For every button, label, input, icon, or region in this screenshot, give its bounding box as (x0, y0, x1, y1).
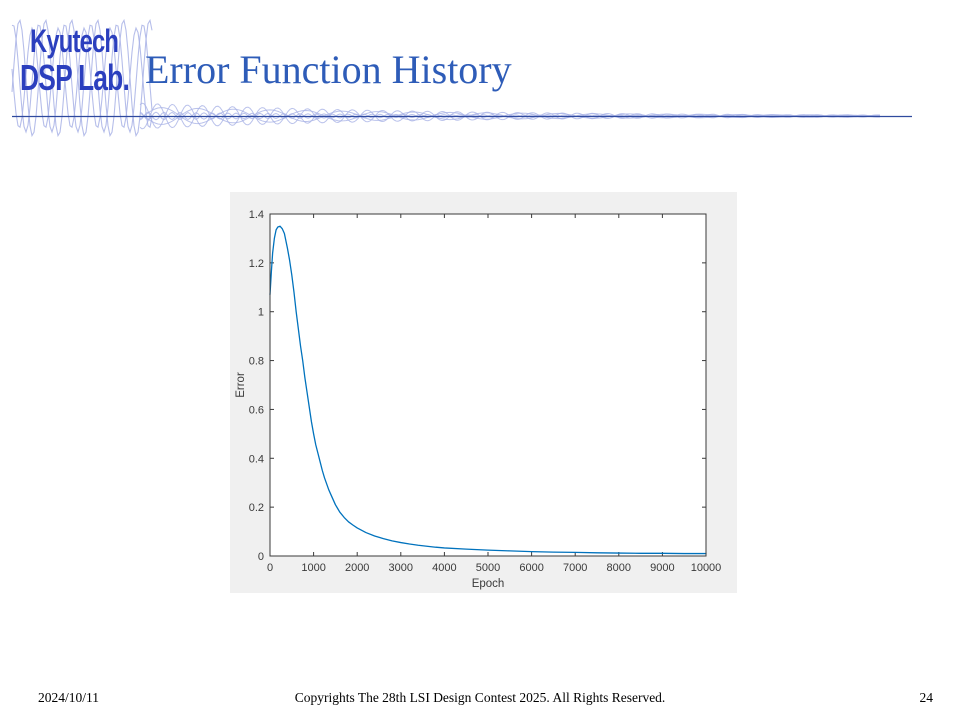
y-tick-label: 1.2 (249, 258, 264, 270)
y-tick-label: 0.8 (249, 356, 264, 368)
page-number: 24 (919, 690, 934, 705)
header-wave-decoration (11, 18, 912, 138)
footer-copyright: Copyrights The 28th LSI Design Contest 2… (294, 690, 666, 705)
logo-backdrop-wave (11, 18, 153, 138)
error-history-plot: 0 1000 2000 3000 4000 5000 6000 7000 8000 9000 100… (235, 209, 722, 590)
logo-line-dsp-lab: DSP Lab. (20, 56, 130, 98)
x-tick-label: 9000 (650, 562, 674, 574)
footer: 2024/10/11 Copyrights The 28th LSI Desig… (0, 688, 960, 712)
y-tick-label: 0.4 (249, 453, 264, 465)
error-curve (269, 225, 707, 555)
y-tick-label: 1 (258, 307, 264, 319)
slide-title: Error Function History (145, 47, 512, 92)
y-tick-label: 0.6 (249, 404, 264, 416)
y-tick-label: 0 (258, 551, 264, 563)
error-chart-figure: 0 1000 2000 3000 4000 5000 6000 7000 8000 9000 100… (230, 192, 737, 593)
x-axis-label: Epoch (472, 578, 505, 590)
logo-line-kyutech: Kyutech (30, 23, 119, 60)
x-tick-label: 7000 (563, 562, 587, 574)
x-tick-label: 0 (267, 562, 273, 574)
x-tick-label: 1000 (301, 562, 325, 574)
y-axis-label: Error (235, 372, 247, 398)
x-tick-label: 10000 (691, 562, 722, 574)
x-tick-label: 4000 (432, 562, 456, 574)
x-tick-label: 5000 (476, 562, 500, 574)
footer-date: 2024/10/11 (38, 690, 100, 705)
plot-box-border (269, 213, 707, 557)
logo-backdrop-wave (11, 26, 153, 129)
x-tick-label: 2000 (345, 562, 369, 574)
x-tick-label: 3000 (389, 562, 413, 574)
kyutech-dsp-lab-logo: Kyutech DSP Lab. (20, 23, 160, 98)
x-tick-label: 8000 (607, 562, 631, 574)
y-tick-label: 1.4 (249, 209, 264, 221)
x-tick-label: 6000 (519, 562, 543, 574)
plot-area (270, 214, 706, 556)
y-tick-label: 0.2 (249, 502, 264, 514)
